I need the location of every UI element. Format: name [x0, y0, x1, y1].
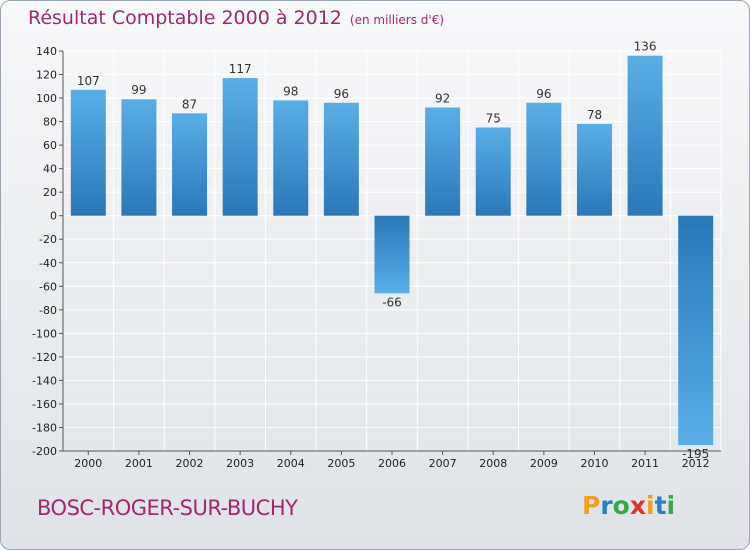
x-tick-label: 2012	[682, 457, 710, 470]
bar-2012	[678, 215, 714, 446]
title-unit: (en milliers d'€)	[349, 13, 445, 27]
y-tick-label: -20	[39, 233, 57, 246]
title-text: Résultat Comptable 2000 à 2012	[28, 7, 342, 29]
bar-2001	[121, 99, 157, 216]
x-tick-label: 2009	[530, 457, 558, 470]
data-label: 75	[486, 111, 501, 125]
bar-2005	[323, 102, 359, 216]
bar-2004	[273, 100, 309, 216]
x-tick-label: 2011	[631, 457, 659, 470]
logo-letter: t	[654, 491, 667, 520]
bar-2007	[425, 107, 461, 216]
y-tick-label: 140	[36, 45, 57, 58]
logo-letter: i	[666, 491, 676, 520]
data-label: 92	[435, 91, 450, 105]
y-tick-label: 120	[36, 69, 57, 82]
bar-2010	[576, 123, 612, 216]
y-tick-label: 20	[43, 186, 57, 199]
bar-2000	[70, 89, 106, 216]
logo-letter: P	[582, 491, 601, 520]
logo-letter: o	[612, 491, 630, 520]
bar-2002	[172, 113, 208, 216]
y-tick-label: 80	[43, 116, 57, 129]
x-tick-label: 2005	[327, 457, 355, 470]
data-label: 136	[634, 40, 657, 54]
bar-2008	[475, 127, 511, 216]
bar-2009	[526, 102, 562, 216]
y-tick-label: -160	[32, 398, 57, 411]
x-tick-label: 2010	[580, 457, 608, 470]
x-tick-label: 2000	[74, 457, 102, 470]
commune-name: BOSC-ROGER-SUR-BUCHY	[37, 496, 298, 520]
y-tick-label: -80	[39, 304, 57, 317]
y-tick-label: -100	[32, 327, 57, 340]
x-tick-label: 2008	[479, 457, 507, 470]
logo-letter: i	[646, 491, 655, 520]
data-label: 78	[587, 108, 602, 122]
proxiti-logo: Proxiti	[582, 491, 675, 520]
x-tick-label: 2002	[176, 457, 204, 470]
x-tick-label: 2006	[378, 457, 406, 470]
data-label: 107	[77, 74, 100, 88]
x-tick-label: 2003	[226, 457, 254, 470]
y-tick-label: -140	[32, 374, 57, 387]
logo-letter: x	[629, 491, 646, 520]
y-tick-label: -60	[39, 280, 57, 293]
y-tick-label: -120	[32, 351, 57, 364]
data-label: 98	[283, 84, 298, 98]
data-label: 117	[229, 62, 252, 76]
data-label: 87	[182, 97, 197, 111]
bar-2003	[222, 78, 258, 216]
label-layer: 107 99 87 117 98 96 -66 92 75 96 78 136 -195	[77, 40, 709, 461]
data-label: -195	[682, 447, 709, 461]
data-label: 96	[334, 87, 349, 101]
data-label: 99	[131, 83, 146, 97]
y-tick-label: -180	[32, 421, 57, 434]
x-tick-label: 2007	[429, 457, 457, 470]
x-tick-label: 2004	[277, 457, 305, 470]
y-tick-label: 100	[36, 92, 57, 105]
bar-layer	[70, 55, 714, 446]
chart-title: Résultat Comptable 2000 à 2012 (en millie…	[28, 7, 444, 29]
axis-layer: 140 120 100 80 60 40 20 0 -20 -40 -60 -80 -100 -120 -1…	[32, 45, 721, 470]
data-label: 96	[536, 87, 551, 101]
x-tick-label: 2001	[125, 457, 153, 470]
bar-2011	[627, 55, 663, 216]
y-tick-label: 60	[43, 139, 57, 152]
logo-letter: r	[600, 491, 613, 520]
data-label: -66	[382, 295, 402, 309]
y-tick-label: 40	[43, 163, 57, 176]
y-tick-label: 0	[50, 210, 57, 223]
bar-2006	[374, 215, 410, 294]
y-tick-label: -200	[32, 445, 57, 458]
y-tick-label: -40	[39, 257, 57, 270]
